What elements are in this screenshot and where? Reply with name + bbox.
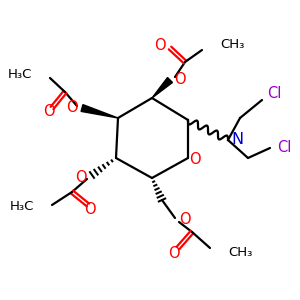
Text: O: O: [154, 38, 166, 53]
Text: O: O: [179, 212, 190, 226]
Text: O: O: [43, 104, 55, 119]
Polygon shape: [152, 77, 172, 98]
Text: O: O: [84, 202, 96, 217]
Text: N: N: [231, 133, 243, 148]
Text: Cl: Cl: [277, 140, 291, 155]
Text: CH₃: CH₃: [220, 38, 244, 52]
Text: O: O: [174, 71, 186, 86]
Text: Cl: Cl: [267, 86, 281, 101]
Text: O: O: [168, 245, 180, 260]
Text: O: O: [189, 152, 201, 167]
Text: H₃C: H₃C: [10, 200, 34, 214]
Polygon shape: [81, 105, 118, 118]
Text: CH₃: CH₃: [228, 245, 252, 259]
Text: O: O: [75, 170, 87, 185]
Text: H₃C: H₃C: [8, 68, 32, 82]
Text: O: O: [66, 100, 78, 115]
